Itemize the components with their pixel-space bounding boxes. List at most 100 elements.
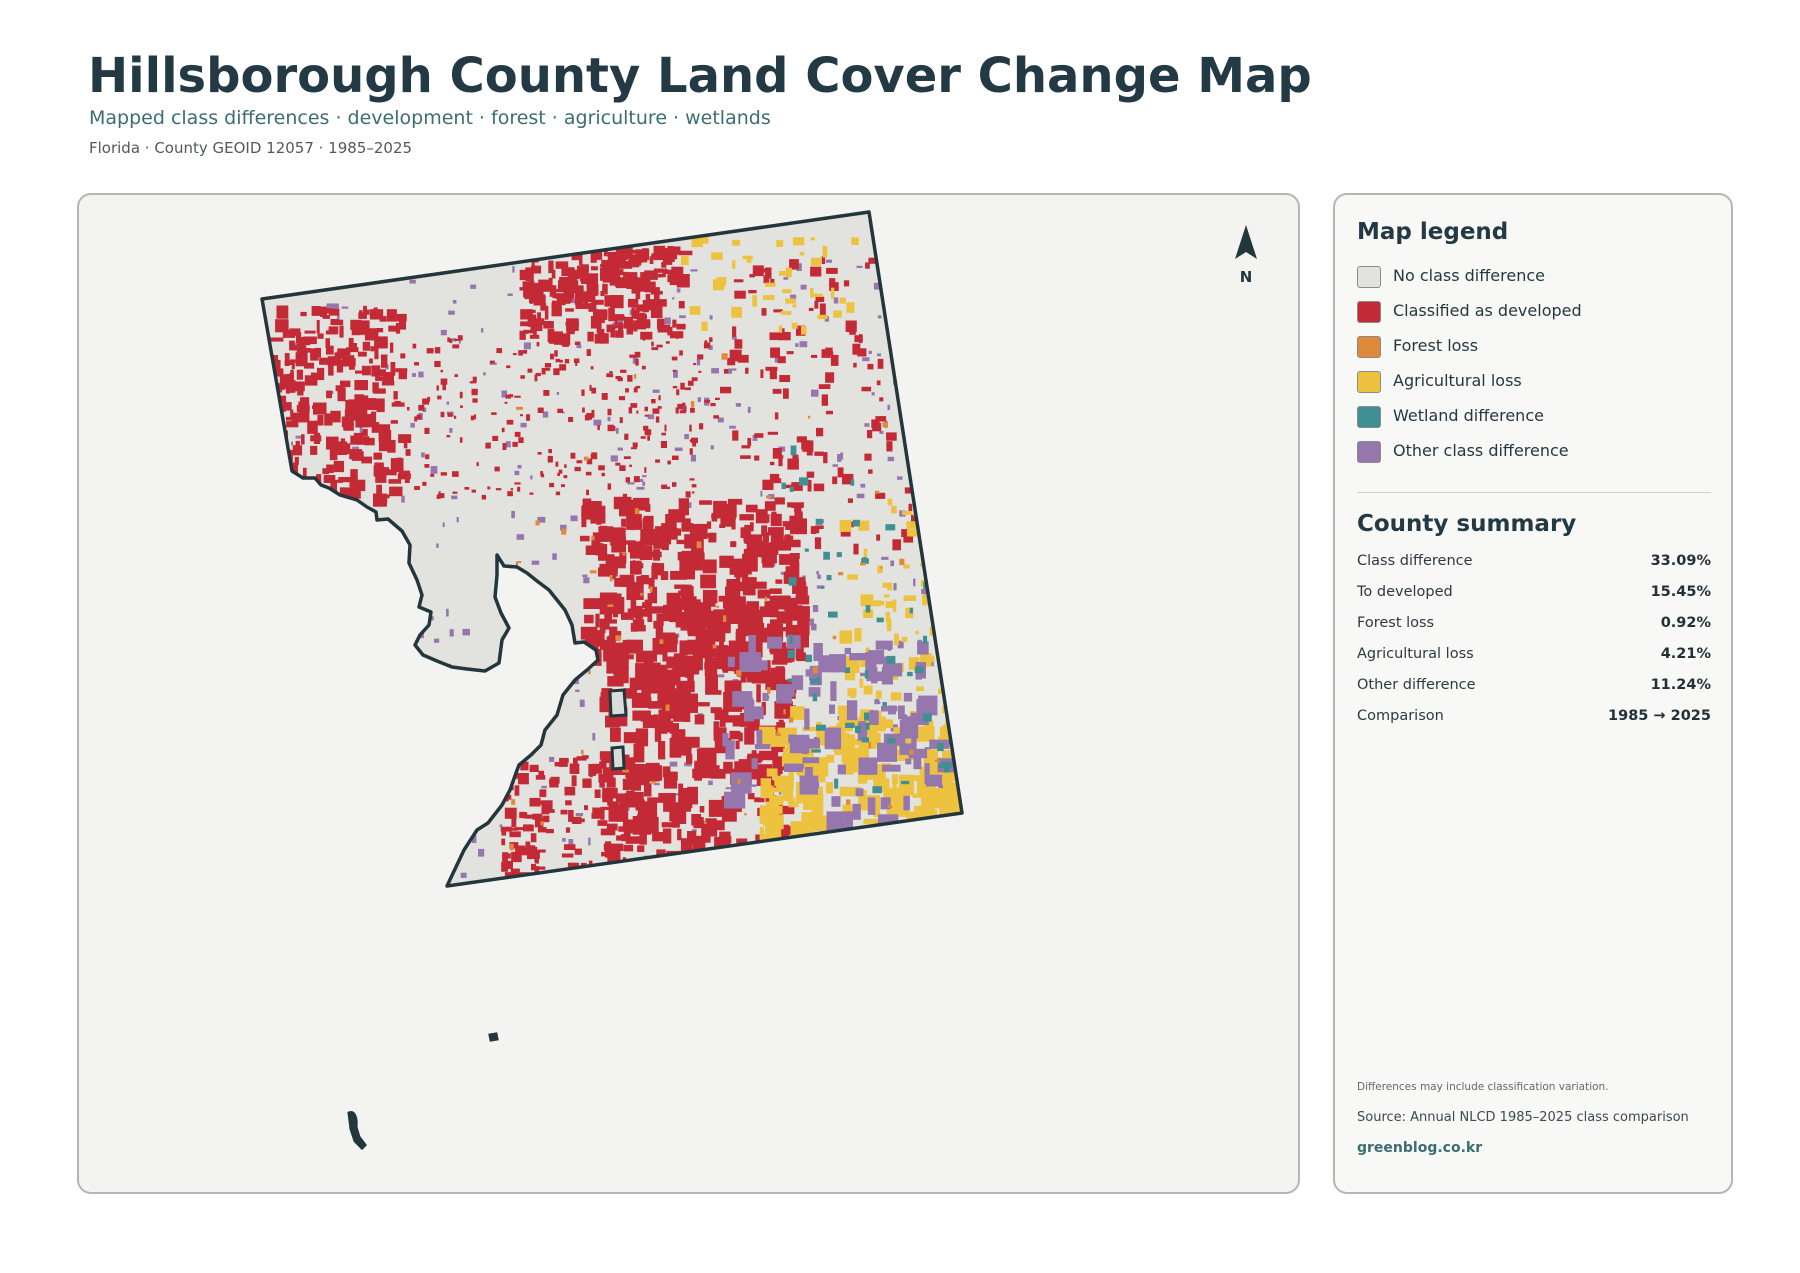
change-patch: [953, 393, 959, 400]
change-patch: [691, 814, 701, 826]
change-patch: [823, 452, 828, 464]
change-patch: [629, 272, 633, 282]
change-patch: [531, 258, 535, 271]
change-patch: [823, 551, 830, 560]
change-patch: [334, 760, 340, 765]
change-patch: [833, 297, 839, 304]
land-cover-map[interactable]: N: [79, 195, 1300, 1194]
change-patch: [568, 417, 574, 422]
change-patch: [670, 246, 681, 255]
change-patch: [635, 385, 641, 389]
change-patch: [590, 414, 595, 418]
change-patch: [867, 363, 874, 370]
change-patch: [785, 630, 803, 638]
change-patch: [398, 370, 407, 380]
change-patch: [633, 374, 637, 379]
change-patch: [495, 488, 502, 491]
footnote: Differences may include classification v…: [1357, 1081, 1609, 1093]
change-patch: [902, 511, 912, 515]
change-patch: [816, 676, 820, 685]
change-patch: [539, 789, 547, 798]
change-patch: [775, 666, 785, 678]
change-patch: [679, 350, 683, 356]
change-patch: [564, 844, 576, 850]
change-patch: [612, 611, 618, 618]
change-patch: [776, 611, 793, 624]
change-patch: [836, 552, 842, 558]
map-panel[interactable]: N: [77, 193, 1300, 1194]
change-patch: [868, 741, 871, 749]
change-patch: [580, 277, 590, 282]
change-patch: [333, 460, 344, 473]
change-patch: [679, 640, 699, 653]
change-patch: [738, 732, 743, 742]
change-patch: [567, 862, 579, 869]
change-patch: [792, 454, 799, 460]
county-outline: [260, 210, 964, 888]
change-patch: [951, 790, 962, 798]
change-patch: [957, 507, 962, 515]
change-patch: [336, 359, 344, 373]
change-patch: [811, 623, 817, 631]
change-patch: [691, 829, 697, 832]
change-patch: [790, 445, 797, 456]
change-patch: [337, 871, 343, 874]
change-patch: [336, 360, 347, 366]
change-patch: [374, 857, 382, 866]
change-patch: [655, 625, 664, 640]
change-patch: [541, 785, 547, 789]
change-patch: [796, 263, 802, 271]
change-patch: [614, 315, 618, 329]
change-patch: [591, 299, 604, 305]
change-patch: [517, 486, 521, 492]
change-patch: [860, 594, 874, 607]
change-patch: [877, 358, 884, 369]
change-patch: [852, 343, 861, 355]
change-patch: [412, 343, 417, 349]
change-patch: [370, 411, 377, 425]
change-patch: [512, 441, 518, 447]
change-patch: [724, 606, 742, 624]
change-patch: [939, 298, 945, 303]
change-patch: [543, 706, 550, 711]
change-patch: [573, 358, 580, 363]
change-patch: [766, 768, 778, 777]
change-patch: [278, 524, 287, 530]
change-patch: [633, 743, 645, 763]
change-patch: [603, 757, 615, 763]
change-patch: [604, 843, 624, 851]
change-patch: [867, 797, 876, 815]
change-patch: [692, 442, 697, 447]
change-patch: [651, 562, 658, 569]
change-patch: [731, 306, 742, 318]
site-link[interactable]: greenblog.co.kr: [1357, 1140, 1483, 1156]
change-patch: [821, 840, 829, 846]
change-patch: [415, 719, 421, 725]
stat-value: 1985 → 2025: [1608, 708, 1711, 724]
change-patch: [565, 322, 579, 326]
change-patch: [291, 381, 305, 392]
change-patch: [660, 441, 667, 448]
change-patch: [464, 487, 470, 490]
change-patch: [608, 635, 618, 641]
change-patch: [470, 284, 477, 289]
change-patch: [844, 647, 851, 655]
change-patch: [742, 255, 753, 260]
change-patch: [883, 594, 890, 598]
change-patch: [627, 375, 633, 382]
change-patch: [863, 685, 873, 695]
change-patch: [630, 548, 640, 559]
change-patch: [734, 290, 746, 299]
change-patch: [851, 237, 859, 245]
change-patch: [671, 356, 678, 361]
change-patch: [273, 473, 277, 480]
change-patch: [665, 514, 677, 528]
change-patch: [519, 269, 530, 281]
change-patch: [598, 544, 608, 561]
change-patch: [530, 475, 533, 480]
change-patch: [903, 595, 916, 601]
change-patch: [556, 616, 563, 620]
change-patch: [865, 722, 870, 730]
change-patch: [631, 307, 635, 319]
change-patch: [574, 466, 581, 472]
